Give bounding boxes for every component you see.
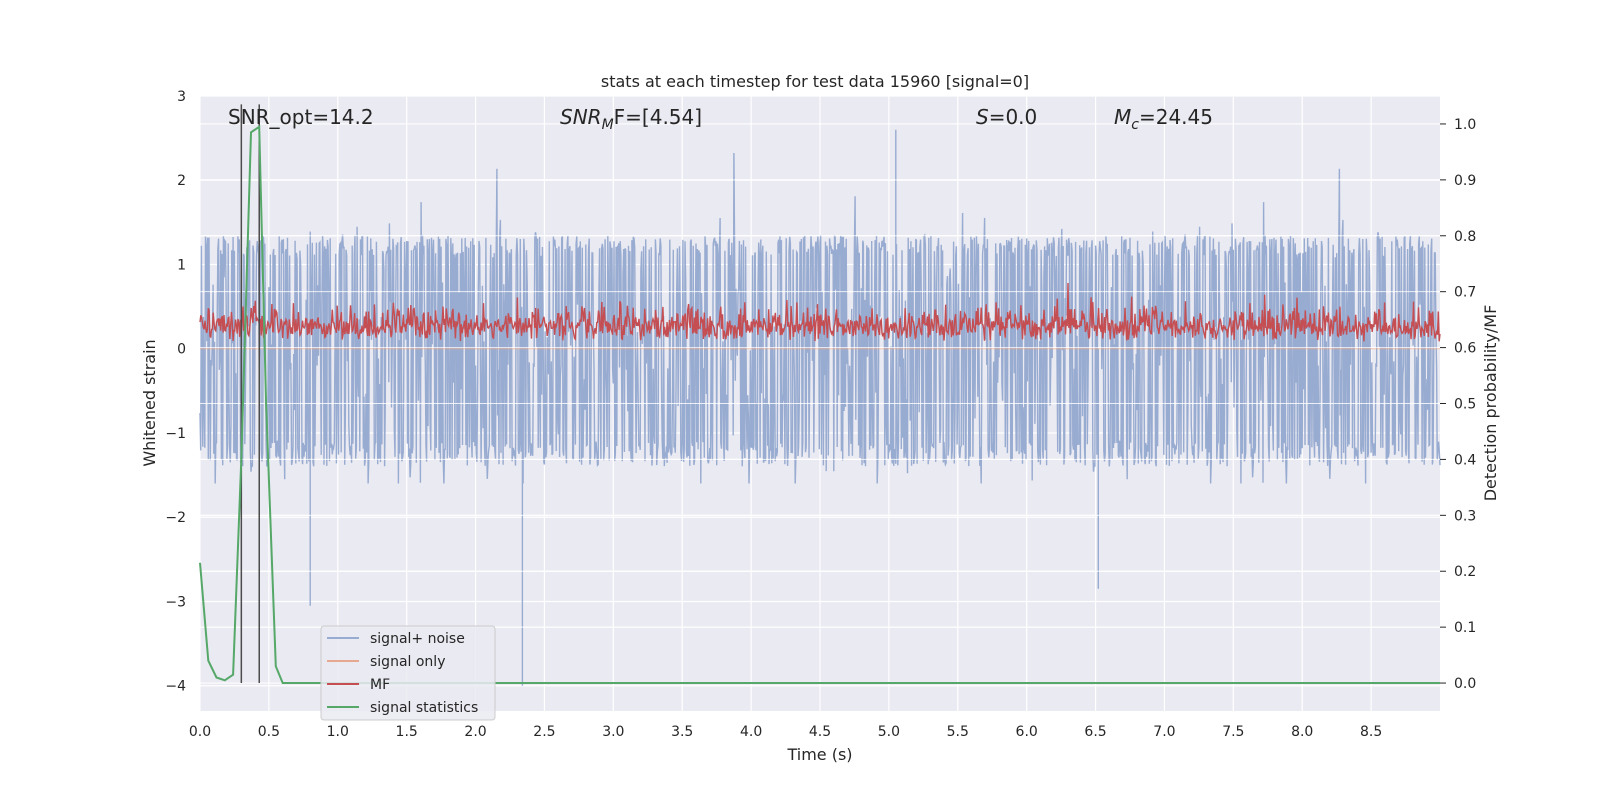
annotation-snr-mf-sub: M (602, 117, 614, 133)
y-right-tick-label: 0.6 (1454, 341, 1476, 357)
y-left-tick-label: 2 (177, 173, 186, 189)
x-tick-label: 8.5 (1360, 724, 1382, 740)
annotation-mc: Mc=24.45 (1114, 105, 1213, 133)
y-left-tick-label: −1 (165, 426, 186, 442)
annotation-snr-opt: SNR_opt=14.2 (228, 105, 374, 129)
y-left-tick-label: −2 (165, 510, 186, 526)
x-tick-label: 3.5 (671, 724, 693, 740)
x-tick-label: 7.0 (1153, 724, 1175, 740)
y-right-tick-label: 0.3 (1454, 508, 1476, 524)
annotation-snr-mf: SNRMF=[4.54] (560, 105, 702, 133)
y-right-tick-label: 0.9 (1454, 173, 1476, 189)
y-right-tick-label: 0.5 (1454, 397, 1476, 413)
x-tick-label: 4.0 (740, 724, 762, 740)
y-right-tick-label: 0.8 (1454, 229, 1476, 245)
x-tick-label: 6.5 (1084, 724, 1106, 740)
y-left-tick-label: 0 (177, 342, 186, 358)
y-left-tick-label: 3 (177, 89, 186, 105)
y-left-tick-label: −4 (165, 679, 186, 695)
x-axis-ticks: 0.0 0.5 1.0 1.5 2.0 2.5 3.0 3.5 4.0 4.5 5.0 5.5 6.0 6… (189, 724, 1382, 740)
x-tick-label: 4.5 (809, 724, 831, 740)
legend-label-signal-statistics: signal statistics (370, 700, 478, 716)
y-left-tick-label: −3 (165, 594, 186, 610)
x-tick-label: 0.0 (189, 724, 211, 740)
x-axis-label: Time (s) (786, 745, 852, 764)
y-right-tick-label: 0.7 (1454, 285, 1476, 301)
x-tick-label: 5.0 (878, 724, 900, 740)
annotation-snr-mf-main: SNR (560, 105, 602, 129)
legend-label-signal-only: signal only (370, 654, 445, 670)
series-mf (199, 282, 1441, 342)
x-tick-label: 0.5 (258, 724, 280, 740)
annotation-mc-main: M (1114, 105, 1131, 129)
series-layer (199, 104, 1441, 686)
legend-label-mf: MF (370, 677, 390, 693)
x-tick-label: 2.0 (464, 724, 486, 740)
series-signal-noise (199, 129, 1441, 686)
y-right-tick-label: 0.1 (1454, 620, 1476, 636)
legend-box (320, 625, 496, 721)
x-tick-label: 3.0 (602, 724, 624, 740)
annotation-s: S=0.0 (976, 105, 1037, 129)
legend: signal+ noise signal only MF signal stat… (320, 625, 496, 721)
x-tick-label: 6.0 (1016, 724, 1038, 740)
y-right-tick-label: 1.0 (1454, 117, 1476, 133)
y-left-tick-label: 1 (177, 257, 186, 273)
annotation-mc-rest: =24.45 (1139, 105, 1213, 129)
legend-label-signal-noise: signal+ noise (370, 631, 465, 647)
x-tick-label: 7.5 (1222, 724, 1244, 740)
series-signal-statistics (199, 124, 1440, 684)
y-right-tick-label: 0.0 (1454, 676, 1476, 692)
y-right-axis-label: Detection probability/MF (1481, 305, 1500, 502)
annotation-mc-sub: c (1131, 117, 1139, 133)
y-right-axis-ticks: 1.0 0.9 0.8 0.7 0.6 0.5 0.4 0.3 0.2 0.1 0.0 (1440, 117, 1476, 692)
x-tick-label: 2.5 (533, 724, 555, 740)
annotation-snr-mf-rest: F=[4.54] (614, 105, 702, 129)
x-tick-label: 5.5 (947, 724, 969, 740)
x-tick-label: 8.0 (1291, 724, 1313, 740)
y-right-tick-label: 0.4 (1454, 452, 1476, 468)
x-tick-label: 1.0 (327, 724, 349, 740)
y-left-axis-label: Whitened strain (140, 339, 159, 466)
y-right-tick-label: 0.2 (1454, 564, 1476, 580)
annotation-s-rest: =0.0 (989, 105, 1038, 129)
annotation-s-main: S (976, 105, 989, 129)
x-tick-label: 1.5 (396, 724, 418, 740)
chart-title: stats at each timestep for test data 159… (601, 72, 1029, 91)
y-left-axis-ticks: 3 2 1 0 −1 −2 −3 −4 (165, 89, 186, 695)
